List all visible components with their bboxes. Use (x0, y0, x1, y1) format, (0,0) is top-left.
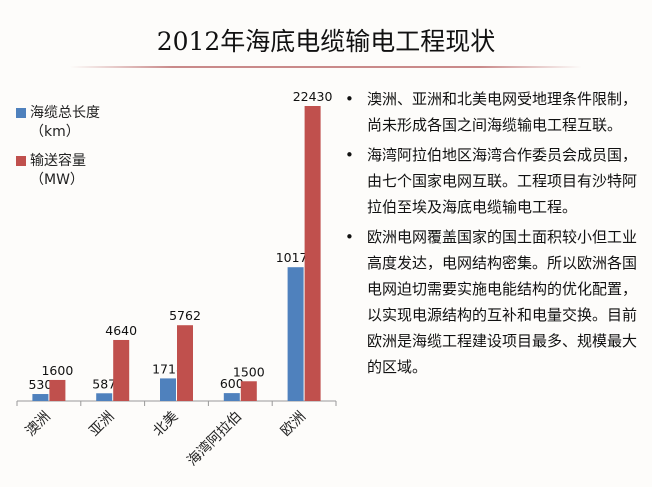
data-label: 1718 (152, 361, 184, 376)
data-label: 5762 (169, 308, 201, 323)
bullet-text: 澳洲、亚洲和北美电网受地理条件限制，尚未形成各国之间海缆输电工程互联。 (367, 90, 638, 134)
data-label: 1600 (41, 363, 73, 378)
legend-item: 输送容量 （MW） (8, 152, 100, 190)
legend-label: 输送容量 (30, 153, 86, 169)
bullet-text: 欧洲电网覆盖国家的国土面积较小但工业高度发达，电网结构密集。所以欧洲各国电网迫切… (367, 228, 638, 376)
legend-label: 海缆总长度 (30, 105, 100, 121)
bar-capacity (240, 381, 257, 401)
bullet-dot: • (345, 146, 354, 164)
bar-capacity (177, 325, 193, 401)
bar-cable-length (160, 378, 176, 401)
title-divider (70, 66, 582, 68)
slide-title: 2012年海底电缆输电工程现状 (156, 27, 496, 56)
bullet-item: • 海湾阿拉伯地区海湾合作委员会成员国，由七个国家电网互联。工程项目有沙特阿拉伯至… (345, 142, 645, 220)
legend-item: 海缆总长度 （km） (8, 104, 100, 142)
legend-swatch (16, 108, 26, 118)
bullet-list: • 澳洲、亚洲和北美电网受地理条件限制，尚未形成各国之间海缆输电工程互联。 • 海湾阿… (345, 86, 645, 384)
chart-legend: 海缆总长度 （km） 输送容量 （MW） (8, 104, 100, 200)
data-label: 600 (220, 376, 244, 391)
bar-capacity (113, 339, 130, 401)
bullet-item: • 欧洲电网覆盖国家的国土面积较小但工业高度发达，电网结构密集。所以欧洲各国电网迫… (345, 224, 645, 380)
bullet-item: • 澳洲、亚洲和北美电网受地理条件限制，尚未形成各国之间海缆输电工程互联。 (345, 86, 645, 138)
data-label: 4640 (105, 323, 137, 338)
legend-label: （MW） (30, 172, 84, 188)
bar-cable-length (96, 393, 113, 401)
data-label: 22430 (293, 89, 333, 104)
data-label: 1500 (233, 364, 265, 379)
bullet-dot: • (345, 90, 354, 108)
data-label: 530 (28, 377, 52, 392)
bar-capacity (49, 379, 66, 401)
x-tick-label: 欧洲 (278, 409, 309, 440)
bar-capacity (304, 106, 321, 401)
legend-swatch (16, 156, 26, 166)
x-tick-label: 海湾阿拉伯 (184, 408, 246, 470)
x-tick-label: 澳洲 (23, 409, 54, 440)
legend-label: （km） (30, 124, 80, 140)
bullet-text: 海湾阿拉伯地区海湾合作委员会成员国，由七个国家电网互联。工程项目有沙特阿拉伯至埃… (367, 146, 638, 216)
x-tick-label: 北美 (150, 409, 181, 440)
bar-cable-length (223, 393, 240, 401)
bullet-dot: • (345, 228, 354, 246)
data-label: 587 (92, 376, 116, 391)
bar-cable-length (32, 394, 49, 401)
x-tick-label: 亚洲 (86, 409, 117, 440)
bar-cable-length (287, 267, 304, 401)
